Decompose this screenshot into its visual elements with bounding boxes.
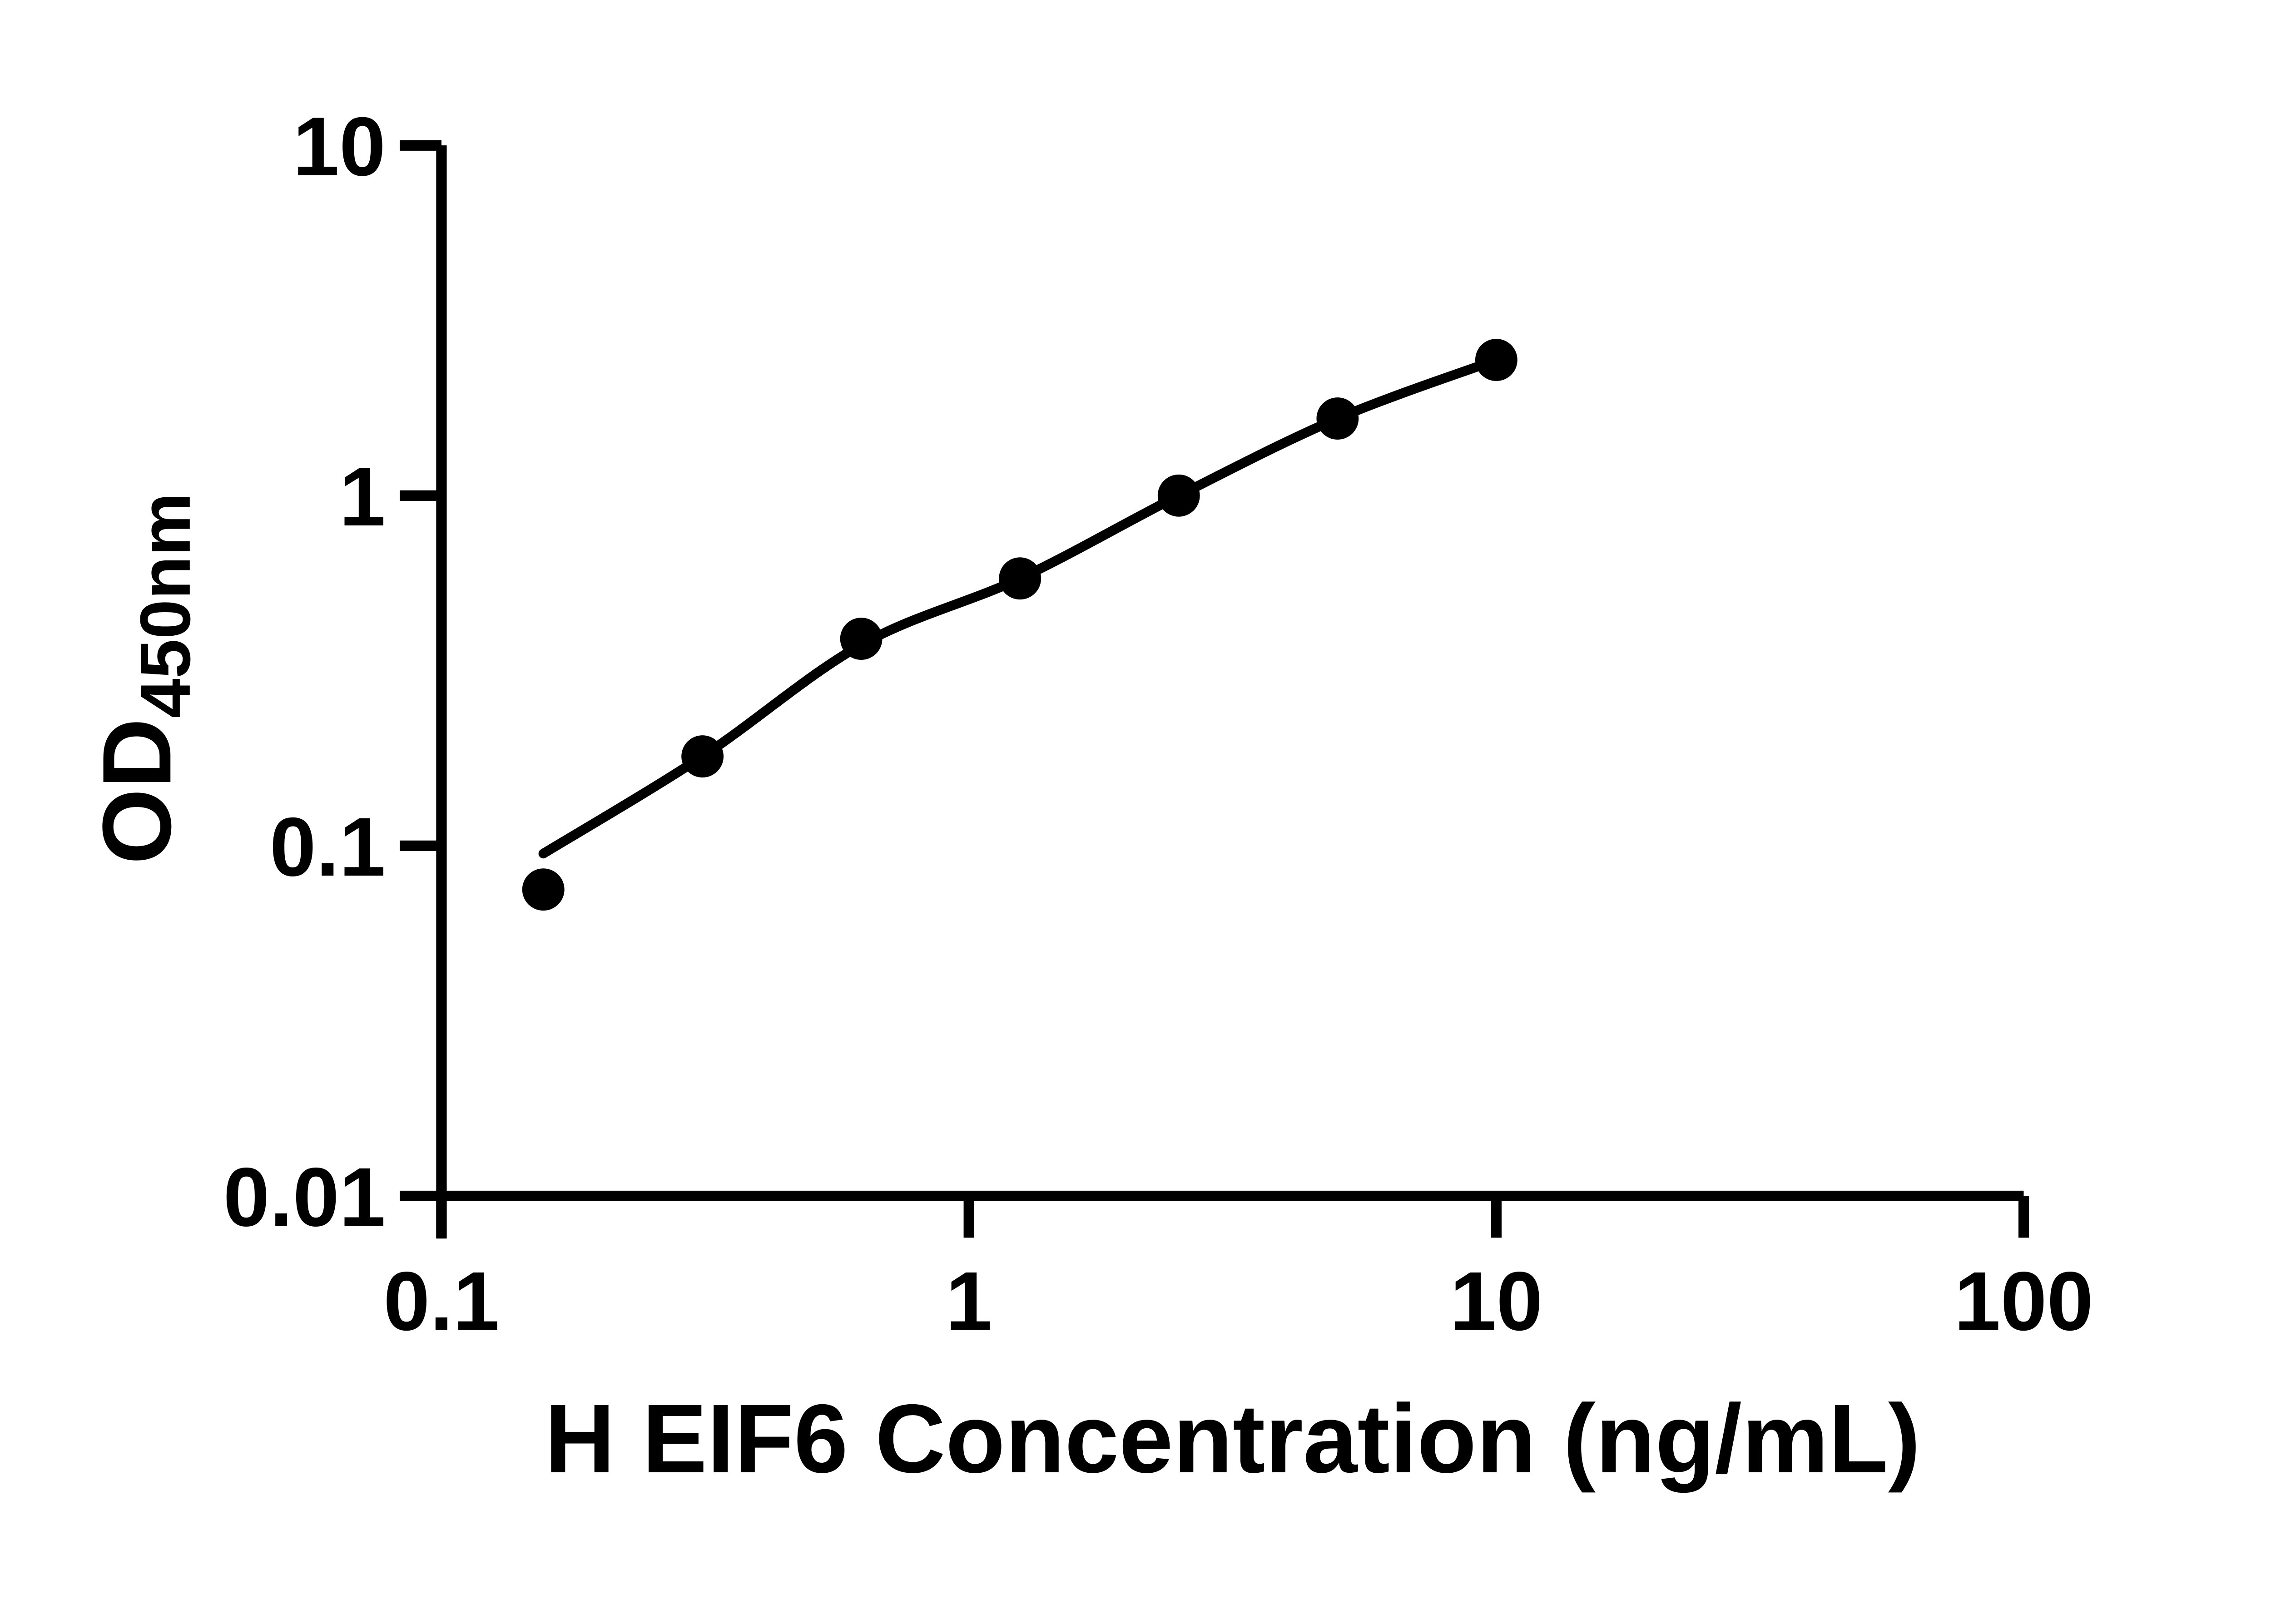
data-point <box>1316 397 1359 440</box>
chart-svg: 0.01 0.1 1 10 0.1 1 10 100 H EIF6 Concentratio… <box>83 99 2093 1493</box>
data-points <box>522 339 1517 911</box>
x-tick-labels: 0.1 1 10 100 <box>383 1254 2093 1347</box>
x-tick-label: 10 <box>1450 1254 1542 1347</box>
y-tick-label: 1 <box>339 450 386 543</box>
elisa-standard-curve-figure: 0.01 0.1 1 10 0.1 1 10 100 H EIF6 Concentratio… <box>83 99 2093 1493</box>
y-axis-title: OD450nm <box>83 493 205 864</box>
y-tick-label: 0.01 <box>223 1150 386 1243</box>
y-tick-label: 10 <box>293 100 386 193</box>
data-point <box>840 618 883 660</box>
x-tick-label: 100 <box>1954 1254 2093 1347</box>
y-axis-title-main: OD <box>83 718 191 864</box>
x-axis: 0.1 1 10 100 <box>383 1190 2093 1347</box>
data-point <box>1157 474 1200 517</box>
data-point <box>1475 339 1517 381</box>
y-tick-label: 0.1 <box>270 800 386 893</box>
y-ticks <box>400 140 441 1202</box>
y-tick-labels: 0.01 0.1 1 10 <box>223 100 386 1243</box>
data-point <box>999 557 1041 600</box>
x-tick-label: 1 <box>946 1254 992 1347</box>
x-axis-title: H EIF6 Concentration (ng/mL) <box>545 1385 1920 1493</box>
y-axis-title-subscript: 450nm <box>126 493 205 718</box>
fit-curve <box>538 355 1502 859</box>
data-point <box>522 868 565 911</box>
x-ticks <box>436 1196 2029 1238</box>
data-point <box>681 735 724 777</box>
x-tick-label: 0.1 <box>383 1254 499 1347</box>
y-axis: 0.01 0.1 1 10 <box>223 100 447 1243</box>
